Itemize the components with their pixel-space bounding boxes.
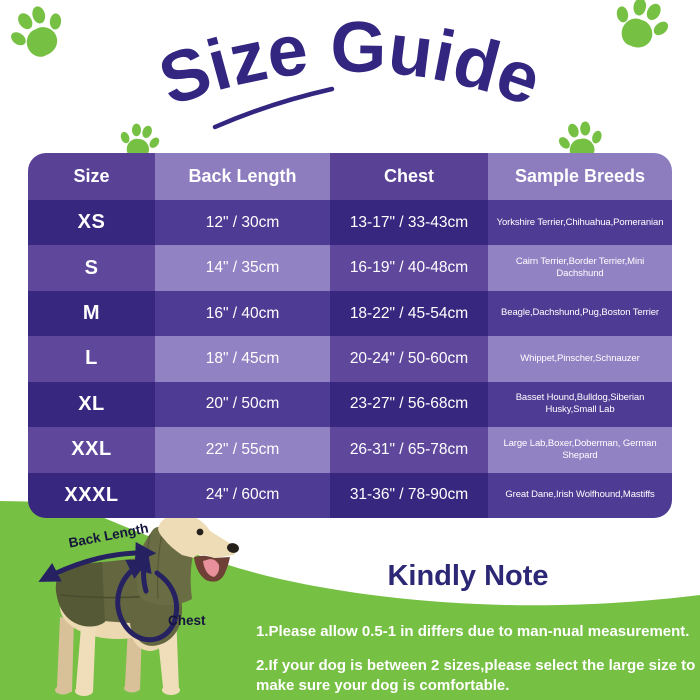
note-heading: Kindly Note (387, 560, 549, 592)
table-cell-chest: 20-24" / 50-60cm (330, 336, 488, 382)
table-cell-back: 20" / 50cm (155, 381, 330, 428)
size-table: Size Back Length Chest Sample Breeds XS … (28, 153, 672, 518)
table-header-back: Back Length (155, 153, 330, 200)
title-underline (212, 86, 335, 130)
table-cell-size: S (28, 245, 155, 291)
table-cell-back: 18" / 45cm (155, 336, 330, 382)
note-item-1: 1.Please allow 0.5-1 in differs due to m… (256, 623, 690, 640)
table-cell-chest: 31-36" / 78-90cm (330, 472, 488, 518)
table-cell-chest: 16-19" / 40-48cm (330, 245, 488, 291)
table-cell-chest: 26-31" / 65-78cm (330, 427, 488, 473)
table-cell-breeds: Basset Hound,Bulldog,Siberian Husky,Smal… (488, 381, 672, 428)
table-header-size: Size (28, 153, 155, 200)
table-cell-back: 24" / 60cm (155, 472, 330, 518)
table-cell-size: XXXL (28, 472, 155, 518)
chest-loop-arrow-icon (115, 559, 180, 643)
bottom-section (0, 501, 700, 700)
table-cell-chest: 13-17" / 33-43cm (330, 200, 488, 246)
white-wave (92, 513, 700, 606)
table-cell-size: XXL (28, 427, 155, 473)
note-item-2: 2.If your dog is between 2 sizes,please … (256, 657, 696, 695)
table-cell-chest: 18-22" / 45-54cm (330, 290, 488, 337)
chest-label: Chest (168, 613, 206, 628)
table-cell-size: XL (28, 381, 155, 428)
table-cell-size: M (28, 290, 155, 337)
table-cell-breeds: Yorkshire Terrier,Chihuahua,Pomeranian (488, 200, 672, 246)
table-cell-size: L (28, 336, 155, 382)
table-cell-back: 12" / 30cm (155, 200, 330, 246)
table-cell-chest: 23-27" / 56-68cm (330, 381, 488, 428)
table-cell-breeds: Beagle,Dachshund,Pug,Boston Terrier (488, 290, 672, 337)
table-cell-back: 22" / 55cm (155, 427, 330, 473)
table-cell-back: 14" / 35cm (155, 245, 330, 291)
table-header-chest: Chest (330, 153, 488, 200)
table-cell-back: 16" / 40cm (155, 290, 330, 337)
table-cell-breeds: Whippet,Pinscher,Schnauzer (488, 336, 672, 382)
table-header-breeds: Sample Breeds (488, 153, 672, 200)
svg-text:Size Guide: Size Guide (150, 7, 551, 121)
table-cell-breeds: Cairn Terrier,Border Terrier,Mini Dachsh… (488, 245, 672, 291)
table-cell-breeds: Great Dane,Irish Wolfhound,Mastiffs (488, 472, 672, 518)
page-title-text: Size Guide (150, 7, 551, 121)
page-title: Size Guide (150, 7, 551, 130)
table-cell-size: XS (28, 200, 155, 246)
table-cell-breeds: Large Lab,Boxer,Doberman, German Shepard (488, 427, 672, 473)
